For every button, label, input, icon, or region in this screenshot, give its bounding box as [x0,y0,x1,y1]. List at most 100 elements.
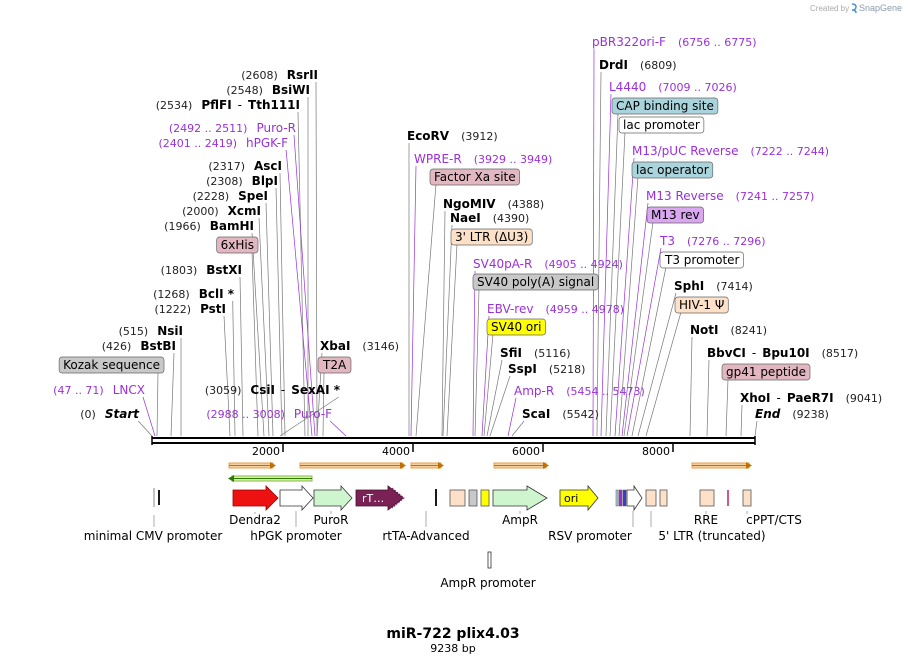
sequence-backbone [151,436,756,445]
site-label-feature: HIV-1 Ψ [674,296,729,314]
leader-line [329,420,347,437]
site-label-text: BbvCI - Bpu10I (8517) [707,346,858,360]
leader-line [637,292,677,437]
site-label-text: Kozak sequence [63,358,160,372]
site-label-text: HIV-1 Ψ [679,298,724,312]
leader-line [279,172,286,437]
feature-label-rsv: RSV promoter [548,529,632,543]
site-labels: pBR322ori-F (6756 .. 6775) DrdI (6809) L4440… [53,35,882,421]
hiv-psi-box [659,489,668,507]
leader-line [511,420,525,437]
leader-line [689,336,693,437]
feature-label-ampr-promoter: AmpR promoter [440,576,535,590]
leader-line [489,375,511,437]
site-label-feature: T2A [317,356,352,374]
site-label-text: Amp-R (5454 .. 5473) [514,384,645,398]
site-label-text: T3 promoter [664,253,740,267]
site-label-feature: Factor Xa site [429,168,520,186]
site-label-text: NgoMIV (4388) [443,197,544,211]
site-label-text: Factor Xa site [434,170,516,184]
primer-arrow [410,462,444,469]
site-label-text: (1222) PstI [154,302,226,316]
site-label-feature: CAP binding site [611,97,719,115]
site-label-primer: L4440 (7009 .. 7026) [609,80,737,94]
site-label-feature: lac operator [631,161,714,179]
site-label-text: SfiI (5116) [500,346,571,360]
site-label-text: (2548) BsiWI [226,83,310,97]
site-label-text: (1966) BamHI [164,219,254,233]
site-label-text: ScaI (5542) [522,407,599,421]
leader-line [623,221,654,437]
feature-box [216,236,259,254]
cppt-box [742,489,752,507]
site-label-enzyme: EcoRV (3912) [407,129,498,143]
feature-box [646,206,704,224]
feature-label-ltr5: 5' LTR (truncated) [658,529,765,543]
site-label-text: T3 (7276 .. 7296) [659,234,766,248]
site-label-text: M13 Reverse (7241 .. 7257) [646,189,814,203]
site-label-enzyme: (2608) RsrII [241,68,318,82]
site-label-feature: 6xHis [216,236,259,254]
leader-line [618,176,639,437]
label-leader-lines [137,48,758,437]
site-label-text: SV40 ori [491,320,542,334]
rsv-promoter-arrow [626,484,643,512]
m13rev-box [622,489,627,507]
site-label-text: 3' LTR (ΔU3) [455,230,528,244]
site-label-text: 6xHis [221,238,254,252]
site-label-enzyme: (515) NsiI [119,324,183,338]
site-label-text: gp41 peptide [726,365,806,379]
site-label-enzyme: (426) BstBI [102,339,176,353]
leader-line [415,183,437,437]
site-label-primer: EBV-rev (4959 .. 4978) [487,302,624,316]
sv40-ori-box [480,489,490,507]
leader-line [251,232,265,437]
site-label-enzyme: NotI (8241) [690,323,767,337]
leader-line [441,210,446,437]
site-label-feature: 3' LTR (ΔU3) [450,228,533,246]
site-label-enzyme: SphI (7414) [674,279,753,293]
snapgene-logo-icon [851,3,857,14]
leader-line [472,270,476,437]
site-label-feature: Kozak sequence [58,356,165,374]
site-label-text: (2534) PflFI - Tth111I [156,98,300,112]
feature-label-rtta: rtTA-Advanced [382,529,469,543]
rtta-arrow [355,485,404,511]
leader-line [137,420,153,437]
site-label-enzyme: (3059) CsiI - SexAI * [205,383,341,397]
dendra2-arrow [232,485,279,511]
leader-line [481,315,490,437]
leader-line [265,202,274,437]
site-label-enzyme: BbvCI - Bpu10I (8517) [707,346,858,360]
site-label-text: XbaI (3146) [320,339,399,353]
site-label-text: pBR322ori-F (6756 .. 6775) [592,35,757,49]
feature-label-hpgk: hPGK promoter [250,529,342,543]
feature-box [317,356,352,374]
primer-arrows [228,462,752,482]
ruler: 2000 4000 6000 8000 [252,444,674,458]
site-label-feature: gp41 peptide [721,363,811,381]
ori-inline-label: ori [564,492,578,505]
site-label-text: SspI (5218) [508,362,585,376]
ltr5-box [645,489,657,507]
ltr3-box [449,489,466,507]
site-label-text: XhoI - PaeR7I (9041) [740,391,882,405]
site-label-feature: SV40 ori [486,318,546,336]
site-label-enzyme: NaeI (4390) [450,211,529,225]
primer-arrow [691,462,752,469]
leader-line [285,149,313,437]
site-label-enzyme: DrdI (6809) [599,58,677,72]
feature-box [721,363,811,381]
site-label-text: NaeI (4390) [450,211,529,225]
site-label-primer: M13 Reverse (7241 .. 7257) [646,189,814,203]
credit-app: SnapGene [859,3,902,13]
site-label-text: (2988 .. 3008) Puro-F [206,407,332,421]
site-label-text: (2492 .. 2511) Puro-R [169,121,296,135]
leader-line [600,93,612,437]
site-label-text: EcoRV (3912) [407,129,498,143]
hpgk-promoter-arrow [279,484,314,512]
site-label-feature: SV40 poly(A) signal [472,273,599,291]
site-label-end: End (9238) [755,407,829,421]
site-label-text: lac promoter [623,118,700,132]
